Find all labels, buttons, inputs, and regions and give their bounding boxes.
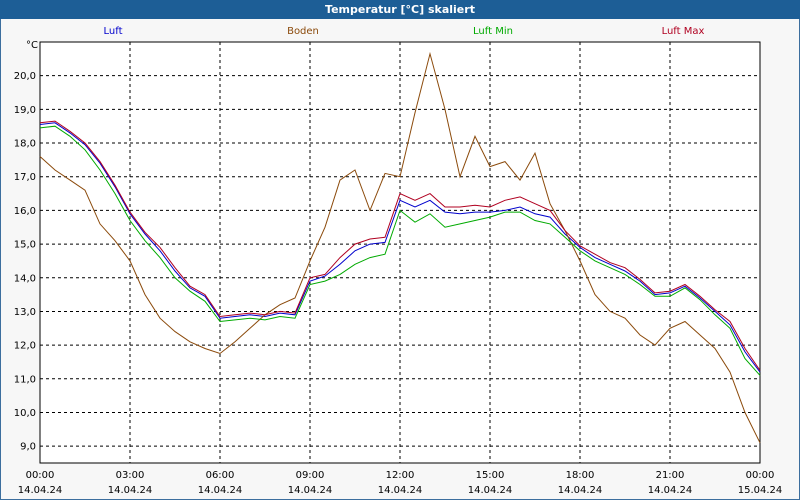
y-tick-label: 10,0 bbox=[14, 408, 36, 419]
y-tick-label: 18,0 bbox=[14, 139, 36, 150]
x-tick-date: 14.04.24 bbox=[378, 485, 423, 496]
x-tick-time: 03:00 bbox=[116, 470, 145, 481]
y-tick-label: 11,0 bbox=[14, 374, 36, 385]
y-tick-label: 14,0 bbox=[14, 273, 36, 284]
x-tick-date: 14.04.24 bbox=[558, 485, 603, 496]
legend-luft: Luft bbox=[104, 26, 123, 37]
series-line-luft-min bbox=[39, 125, 761, 376]
x-tick-date: 14.04.24 bbox=[288, 485, 333, 496]
x-tick-time: 12:00 bbox=[386, 470, 415, 481]
x-tick-date: 15.04.24 bbox=[738, 485, 783, 496]
y-tick-label: 17,0 bbox=[14, 172, 36, 183]
y-axis-unit-label: °C bbox=[26, 40, 38, 51]
x-tick-time: 00:00 bbox=[746, 470, 775, 481]
series-line-luft-max bbox=[39, 120, 761, 371]
x-tick-date: 14.04.24 bbox=[648, 485, 693, 496]
x-tick-time: 21:00 bbox=[656, 470, 685, 481]
legend-luft-max: Luft Max bbox=[662, 26, 705, 37]
y-axis-ticks: 9,0 10,0 11,0 12,0 13,0 14,0 15,0 16,0 17,0 18,0 1… bbox=[14, 71, 36, 452]
legend-luft-min: Luft Min bbox=[473, 26, 513, 37]
y-tick-label: 13,0 bbox=[14, 307, 36, 318]
y-tick-label: 9,0 bbox=[20, 442, 36, 453]
x-tick-date: 14.04.24 bbox=[18, 485, 63, 496]
window-title: Temperatur [°C] skaliert bbox=[0, 0, 800, 19]
x-tick-date: 14.04.24 bbox=[108, 485, 153, 496]
x-tick-time: 15:00 bbox=[476, 470, 505, 481]
y-tick-label: 20,0 bbox=[14, 71, 36, 82]
x-tick-time: 00:00 bbox=[26, 470, 55, 481]
x-tick-date: 14.04.24 bbox=[468, 485, 513, 496]
series-line-luft bbox=[39, 122, 761, 373]
x-axis-ticks: 00:00 14.04.24 03:00 14.04.24 06:00 14.04.24 0… bbox=[18, 470, 783, 496]
y-tick-label: 19,0 bbox=[14, 105, 36, 116]
x-tick-time: 09:00 bbox=[296, 470, 325, 481]
series-lines bbox=[39, 51, 761, 444]
series-line-boden bbox=[39, 51, 761, 444]
grid-lines bbox=[40, 42, 760, 463]
y-tick-label: 16,0 bbox=[14, 206, 36, 217]
x-tick-date: 14.04.24 bbox=[198, 485, 243, 496]
y-tick-label: 15,0 bbox=[14, 240, 36, 251]
x-tick-time: 06:00 bbox=[206, 470, 235, 481]
legend-boden: Boden bbox=[287, 26, 319, 37]
x-tick-time: 18:00 bbox=[566, 470, 595, 481]
y-tick-label: 12,0 bbox=[14, 341, 36, 352]
